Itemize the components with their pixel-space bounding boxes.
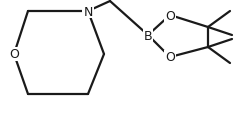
Text: B: B <box>144 29 152 42</box>
Text: O: O <box>165 9 175 22</box>
Text: O: O <box>9 48 19 61</box>
Text: O: O <box>165 51 175 64</box>
Text: N: N <box>83 5 93 18</box>
